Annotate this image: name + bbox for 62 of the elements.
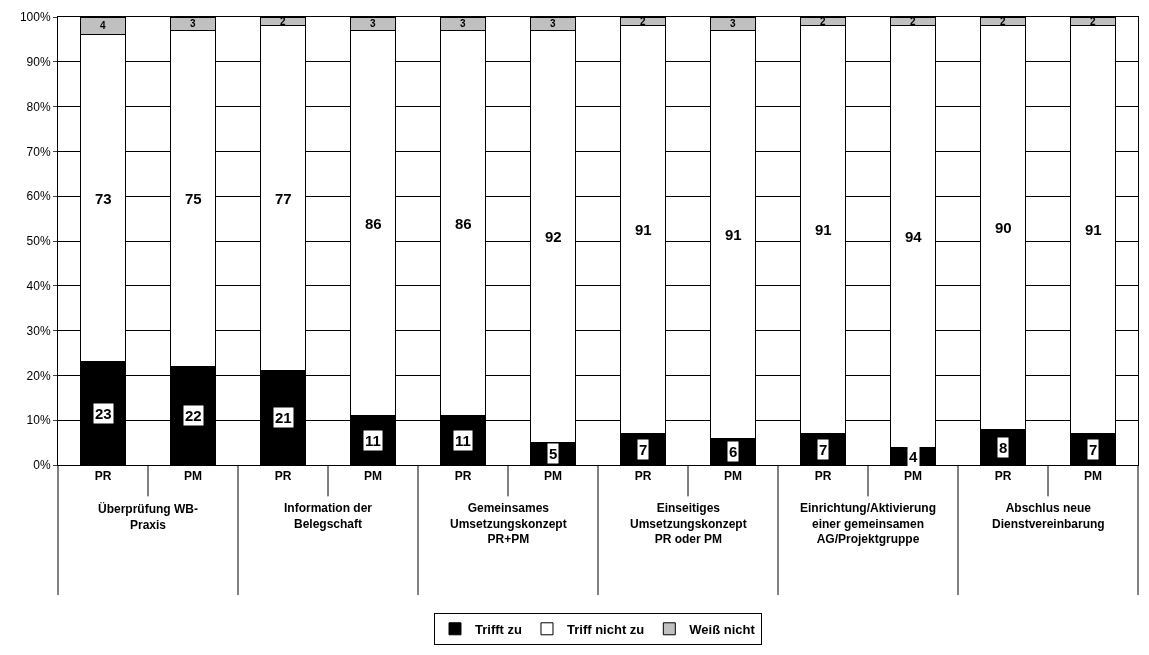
data-label: 75 bbox=[185, 190, 202, 207]
data-label: 4 bbox=[100, 20, 106, 31]
data-label: 7 bbox=[639, 441, 648, 458]
x-tick-label: PR bbox=[94, 469, 112, 484]
data-label: 5 bbox=[549, 445, 558, 462]
data-label: 3 bbox=[730, 18, 736, 29]
data-label: 91 bbox=[725, 226, 742, 243]
x-tick-label: PM bbox=[1084, 469, 1102, 484]
data-label: 3 bbox=[190, 18, 196, 29]
data-label: 11 bbox=[455, 432, 471, 449]
data-label: 91 bbox=[635, 221, 652, 238]
text: Information der Belegschaft bbox=[284, 501, 373, 531]
data-label: 3 bbox=[370, 18, 376, 29]
text: Einrichtung/Aktivierung einer gemeinsamen AG/Projektgruppe bbox=[800, 501, 937, 547]
x-tick-label: PR bbox=[634, 469, 652, 484]
data-label: 94 bbox=[905, 228, 923, 245]
y-tick-label: 70% bbox=[26, 144, 51, 159]
data-label: 4 bbox=[909, 448, 918, 465]
data-label: 91 bbox=[1085, 221, 1102, 238]
x-tick-label: PM bbox=[364, 469, 382, 484]
x-tick-label: PR bbox=[994, 469, 1012, 484]
y-tick-label: 0% bbox=[33, 458, 51, 473]
text: Einseitiges Umsetzungskonzept PR oder PM bbox=[630, 501, 747, 547]
data-label: 21 bbox=[275, 409, 292, 426]
data-label: 86 bbox=[455, 215, 472, 232]
data-label: 77 bbox=[275, 190, 292, 207]
y-tick-label: 20% bbox=[26, 368, 51, 383]
text: Gemeinsames Umsetzungskonzept PR+PM bbox=[450, 501, 567, 547]
data-label: 73 bbox=[95, 190, 112, 207]
x-tick-label: PR bbox=[274, 469, 292, 484]
legend-label: Weiß nicht bbox=[689, 621, 756, 637]
y-tick-label: 30% bbox=[26, 323, 51, 338]
data-label: 86 bbox=[365, 215, 382, 232]
y-tick-label: 40% bbox=[26, 279, 51, 293]
data-label: 92 bbox=[545, 228, 562, 245]
data-label: 11 bbox=[365, 432, 381, 449]
y-tick-label: 60% bbox=[26, 189, 51, 204]
x-tick-label: PR bbox=[814, 469, 832, 484]
x-tick-label: PR bbox=[454, 469, 472, 484]
text: Überprüfung WB- Praxis bbox=[98, 501, 198, 532]
data-label: 3 bbox=[550, 18, 556, 29]
x-tick-label: PM bbox=[724, 469, 742, 484]
y-tick-label: 90% bbox=[26, 55, 51, 69]
y-tick-label: 80% bbox=[26, 99, 51, 114]
x-tick-label: PM bbox=[544, 469, 562, 484]
data-label: 3 bbox=[460, 18, 466, 29]
data-label: 90 bbox=[995, 219, 1012, 236]
data-label: 7 bbox=[819, 441, 828, 458]
x-tick-label: PM bbox=[184, 469, 202, 484]
text: Abschlus neue Dienstvereinbarung bbox=[992, 501, 1105, 531]
legend-label: Triff nicht zu bbox=[566, 621, 645, 637]
data-label: 23 bbox=[95, 405, 112, 422]
data-label: 8 bbox=[999, 439, 1008, 456]
y-tick-label: 100% bbox=[19, 10, 51, 25]
y-tick-label: 50% bbox=[26, 234, 51, 249]
data-label: 7 bbox=[1089, 441, 1098, 458]
x-tick-label: PM bbox=[904, 469, 922, 484]
legend-label: Trifft zu bbox=[475, 621, 522, 637]
data-label: 91 bbox=[815, 221, 832, 238]
data-label: 22 bbox=[185, 407, 202, 424]
y-tick-label: 10% bbox=[26, 413, 51, 428]
data-label: 6 bbox=[729, 443, 738, 460]
